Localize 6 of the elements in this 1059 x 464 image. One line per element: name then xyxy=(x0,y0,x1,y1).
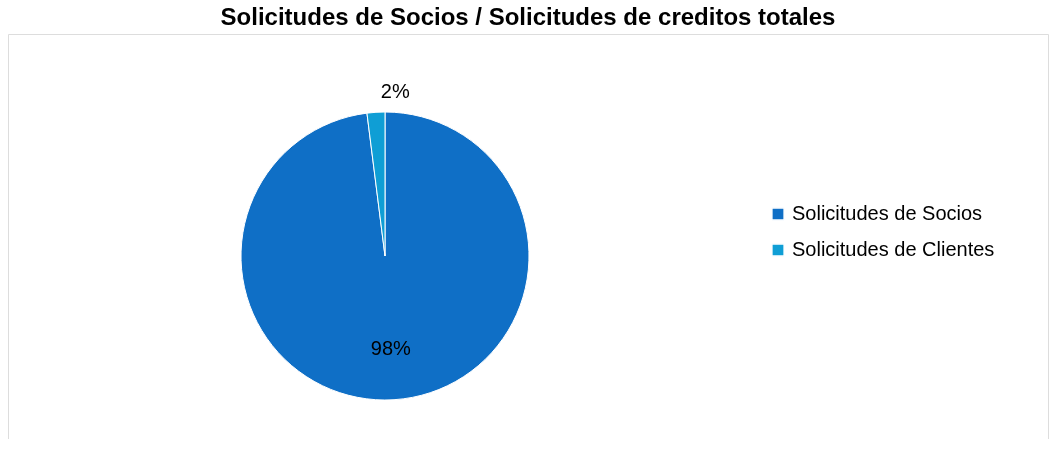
legend-label: Solicitudes de Clientes xyxy=(792,238,995,260)
data-label: 98% xyxy=(370,337,412,360)
chart-title: Solicitudes de Socios / Solicitudes de creditos totales xyxy=(220,3,836,30)
data-label: 2% xyxy=(380,80,410,103)
legend-label: Solicitudes de Socios xyxy=(792,202,983,224)
pie-slice xyxy=(240,111,530,401)
